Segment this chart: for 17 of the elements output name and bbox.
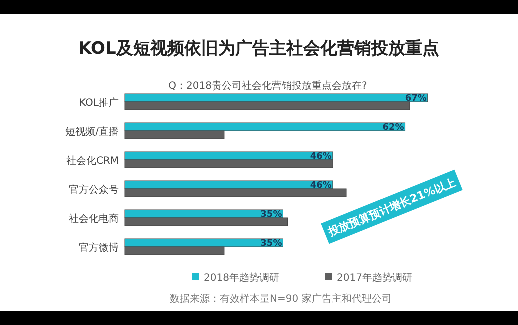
data-label: 62% bbox=[382, 123, 404, 133]
data-label: 46% bbox=[310, 152, 332, 162]
data-label: 67% bbox=[405, 94, 427, 104]
data-label: 35% bbox=[260, 239, 282, 249]
chart-subtitle: Q：2018贵公司社会化营销投放重点会放在? bbox=[168, 80, 368, 92]
y-tick-label: 官方公众号 bbox=[69, 184, 119, 196]
y-tick-label: 短视频/直播 bbox=[66, 126, 119, 138]
y-tick-label: 官方微博 bbox=[79, 242, 119, 254]
source-note: 数据来源：有效样本量N=90 家广告主和代理公司 bbox=[170, 293, 392, 305]
legend-label: 2017年趋势调研 bbox=[337, 272, 412, 284]
data-label: 46% bbox=[310, 181, 332, 191]
y-tick-label: 社会化电商 bbox=[69, 213, 119, 225]
y-tick-label: 社会化CRM bbox=[66, 155, 119, 167]
y-tick-label: KOL推广 bbox=[80, 97, 119, 109]
legend-label: 2018年趋势调研 bbox=[204, 272, 280, 284]
chart-title: KOL及短视频依旧为广告主社会化营销投放重点 bbox=[78, 39, 440, 59]
data-label: 35% bbox=[260, 210, 282, 220]
